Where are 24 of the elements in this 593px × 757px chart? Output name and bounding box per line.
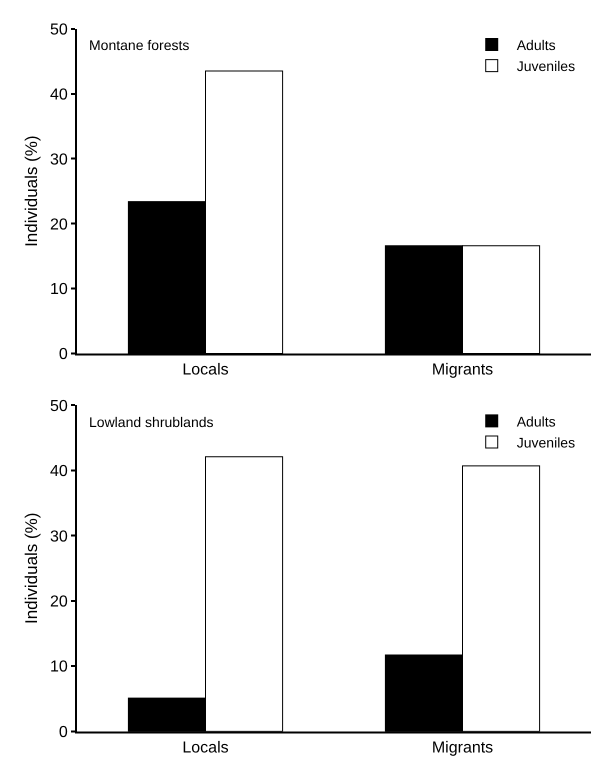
y-tick-label: 10 bbox=[50, 658, 68, 676]
x-tick-label: Locals bbox=[182, 740, 229, 757]
x-tick-label: Migrants bbox=[432, 362, 494, 379]
legend-label: Juveniles bbox=[516, 434, 576, 450]
legend-label: Adults bbox=[516, 36, 556, 53]
x-tick-label: Locals bbox=[182, 362, 229, 379]
y-axis-title: Individuals (%) bbox=[22, 512, 42, 624]
y-tick-label: 40 bbox=[50, 86, 68, 104]
y-tick-label: 10 bbox=[50, 281, 68, 298]
text: Montane forests bbox=[89, 37, 190, 53]
y-tick-label: 40 bbox=[50, 463, 68, 480]
y-tick-label: 0 bbox=[58, 346, 68, 364]
legend-label: Adults bbox=[516, 413, 556, 430]
text: Lowland shrublands bbox=[89, 414, 214, 430]
y-tick-label: 20 bbox=[50, 216, 68, 234]
y-tick-label: 50 bbox=[50, 398, 68, 415]
x-tick-label: Migrants bbox=[432, 740, 494, 757]
y-tick-label: 20 bbox=[50, 594, 68, 611]
y-tick-label: 50 bbox=[50, 21, 68, 38]
y-tick-label: 30 bbox=[50, 151, 68, 168]
y-axis-title: Individuals (%) bbox=[22, 135, 42, 247]
y-tick-label: 0 bbox=[58, 724, 68, 741]
y-tick-label: 30 bbox=[50, 528, 68, 546]
legend-label: Juveniles bbox=[516, 58, 576, 74]
